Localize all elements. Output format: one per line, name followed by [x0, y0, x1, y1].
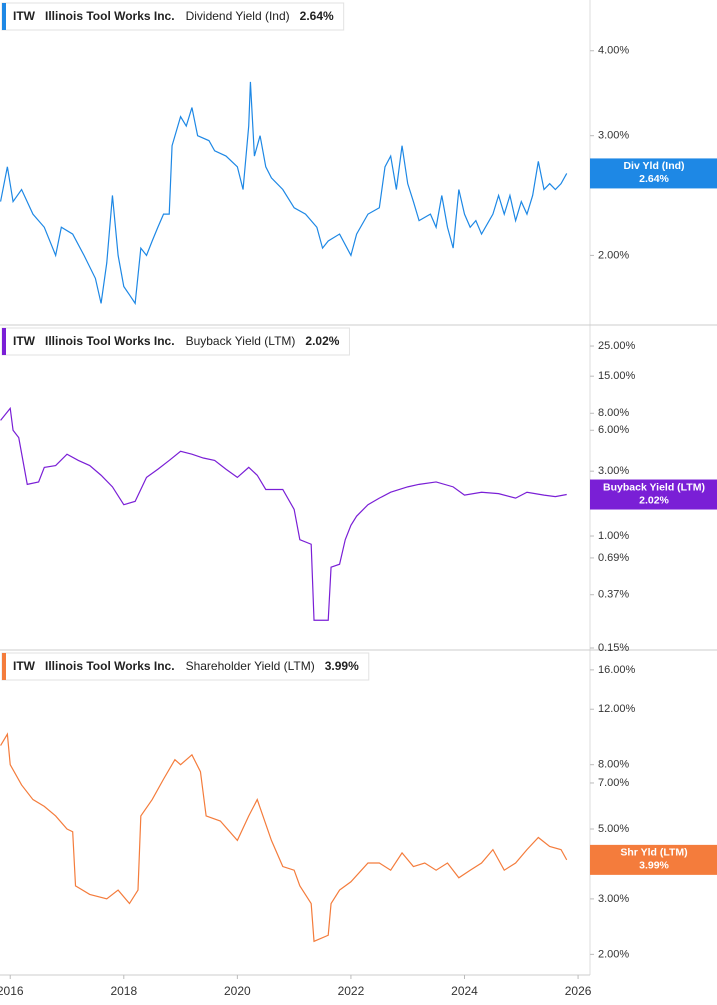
last-value-label: 2.64% — [639, 173, 669, 185]
last-value-box — [590, 479, 717, 510]
legend-color — [2, 328, 6, 355]
series-line — [0, 406, 567, 621]
y-tick-label: 3.00% — [598, 130, 629, 142]
y-tick-label: 16.00% — [598, 664, 636, 676]
legend-value: 3.99% — [325, 659, 359, 673]
legend-color — [2, 3, 6, 30]
y-tick-label: 5.00% — [598, 823, 629, 835]
legend-series-name: Buyback Yield (LTM) — [186, 334, 296, 348]
y-tick-label: 6.00% — [598, 424, 629, 436]
x-tick-label: 2018 — [110, 984, 137, 998]
y-tick-label: 1.00% — [598, 530, 629, 542]
x-tick-label: 2022 — [338, 984, 365, 998]
legend-color — [2, 653, 6, 680]
legend-box — [1, 652, 370, 681]
legend-value: 2.64% — [300, 9, 334, 23]
x-tick-label: 2016 — [0, 984, 24, 998]
y-tick-label: 0.69% — [598, 552, 629, 564]
last-value-box — [590, 844, 717, 875]
last-value-label: 2.02% — [639, 494, 669, 506]
y-tick-label: 8.00% — [598, 407, 629, 419]
legend-value: 2.02% — [305, 334, 339, 348]
y-tick-label: 8.00% — [598, 759, 629, 771]
y-tick-label: 0.15% — [598, 642, 629, 654]
x-tick-label: 2020 — [224, 984, 251, 998]
y-tick-label: 3.00% — [598, 465, 629, 477]
y-tick-label: 2.00% — [598, 249, 629, 261]
last-value-box — [590, 158, 717, 189]
x-tick-label: 2026 — [565, 984, 592, 998]
ticker: ITW — [13, 334, 36, 348]
legend-box — [1, 2, 345, 31]
y-tick-label: 4.00% — [598, 45, 629, 57]
legend-series-name: Shareholder Yield (LTM) — [186, 659, 315, 673]
y-tick-label: 7.00% — [598, 777, 629, 789]
last-value-label: 3.99% — [639, 860, 669, 872]
last-value-name: Div Yld (Ind) — [623, 160, 684, 172]
ticker: ITW — [13, 9, 36, 23]
y-tick-label: 3.00% — [598, 893, 629, 905]
legend-series-name: Dividend Yield (Ind) — [186, 9, 290, 23]
x-tick-label: 2024 — [451, 984, 478, 998]
last-value-name: Buyback Yield (LTM) — [603, 481, 705, 493]
company-name: Illinois Tool Works Inc. — [45, 659, 175, 673]
y-tick-label: 2.00% — [598, 948, 629, 960]
company-name: Illinois Tool Works Inc. — [45, 9, 175, 23]
series-line — [0, 81, 568, 306]
y-tick-label: 25.00% — [598, 340, 636, 352]
ticker: ITW — [13, 659, 36, 673]
y-tick-label: 15.00% — [598, 370, 636, 382]
y-tick-label: 12.00% — [598, 703, 636, 715]
y-tick-label: 0.37% — [598, 589, 629, 601]
series-line — [0, 732, 568, 943]
legend-box — [1, 327, 350, 356]
company-name: Illinois Tool Works Inc. — [45, 334, 175, 348]
last-value-name: Shr Yld (LTM) — [620, 847, 687, 859]
